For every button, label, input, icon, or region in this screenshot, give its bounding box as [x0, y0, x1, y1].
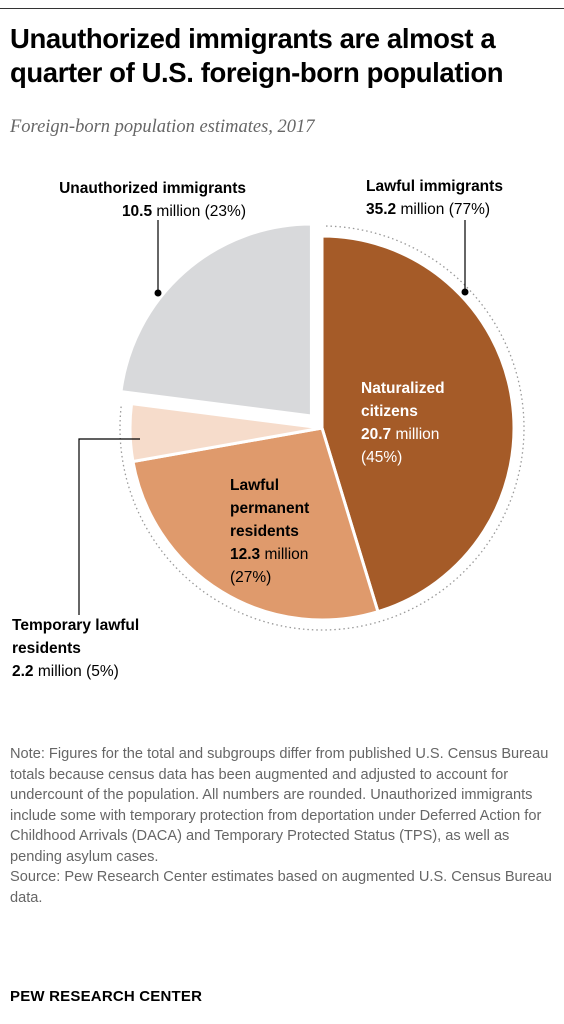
- leader-dot-unauthorized: [154, 289, 162, 297]
- note-text: Note: Figures for the total and subgroup…: [10, 744, 558, 908]
- leader-lines: [78, 220, 469, 615]
- slice-unauthorized-immigrants: [119, 222, 313, 418]
- label-naturalized-citizens: Naturalized citizens 20.7 million (45%): [361, 380, 445, 466]
- leader-dot-lawful: [461, 288, 469, 296]
- label-lawful-permanent-residents: Lawful permanent residents 12.3 million (27%…: [230, 477, 309, 586]
- label-lawful-immigrants: Lawful immigrants 35.2 million (77%): [366, 178, 503, 218]
- label-unauthorized-immigrants: Unauthorized immigrants 10.5 million (23%…: [59, 180, 246, 220]
- note: Note: Figures for the total and subgroup…: [10, 746, 549, 865]
- slice-temporary-lawful-residents: [128, 401, 323, 464]
- slice-lawful-permanent-residents: [131, 426, 380, 622]
- slice-naturalized-citizens: [320, 234, 516, 614]
- credit: PEW RESEARCH CENTER: [10, 988, 203, 1005]
- label-temporary-lawful-residents: Temporary lawful residents 2.2 million (5%…: [12, 617, 139, 680]
- source: Source: Pew Research Center estimates ba…: [10, 869, 552, 906]
- pie-chart: Naturalized citizens 20.7 million (45%) Lawf…: [12, 178, 525, 680]
- slice-labels: Naturalized citizens 20.7 million (45%) Lawf…: [12, 178, 503, 680]
- lawful-group-arc: [119, 225, 525, 631]
- chart-subtitle: Foreign-born population estimates, 2017: [10, 117, 315, 137]
- leader-temporary: [78, 438, 140, 615]
- chart-title: Unauthorized immigrants are almost a qua…: [10, 23, 504, 88]
- top-rule: [0, 8, 564, 9]
- pie-slices: [119, 222, 516, 622]
- group-arcs: [119, 225, 525, 631]
